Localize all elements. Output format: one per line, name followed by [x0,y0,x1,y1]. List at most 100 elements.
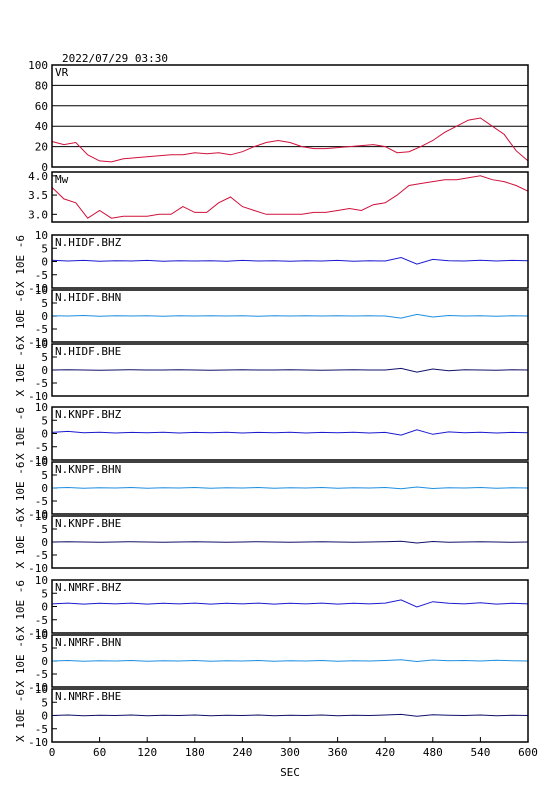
y-tick-label: 40 [35,120,48,133]
y-tick-label: 10 [35,284,48,297]
y-tick-label: 10 [35,510,48,523]
trace [51,175,529,219]
y-tick-label: -10 [28,282,48,295]
panel-label: N.HIDF.BHN [55,291,121,304]
y-axis-label: X 10E -6 [14,462,27,515]
y-tick-label: 0 [41,710,48,723]
x-tick-label: 240 [232,746,252,759]
y-axis-label: X 10E -6 [14,290,27,343]
y-tick-label: -10 [28,508,48,521]
y-tick-label: 100 [28,59,48,72]
plot-frame [51,234,529,289]
plot-frame [51,171,529,223]
y-tick-label: 10 [35,401,48,414]
x-tick-label: 60 [93,746,106,759]
y-tick-label: 3.0 [28,208,48,221]
y-tick-label: 0 [41,536,48,549]
plot-frame [51,406,529,461]
trace [51,659,529,663]
y-tick-label: 10 [35,629,48,642]
panel-label: N.HIDF.BHE [55,345,121,358]
plot-frame [51,64,529,168]
y-axis-label: X 10E -6 [14,516,27,569]
x-tick-label: 120 [137,746,157,759]
x-tick-label: 360 [328,746,348,759]
y-tick-label: 5 [41,696,48,709]
y-tick-label: -10 [28,627,48,640]
y-tick-label: 0 [41,256,48,269]
y-tick-label: -10 [28,562,48,575]
chart-title: 2022/07/29 03:30 [62,52,168,65]
plot-frame [51,515,529,569]
y-axis-label: X 10E -6 [14,580,27,633]
trace [51,713,529,717]
y-tick-label: 5 [41,587,48,600]
plot-frame [51,579,529,634]
y-tick-label: 3.5 [28,189,48,202]
y-tick-label: 10 [35,683,48,696]
panel-label: N.NMRF.BHZ [55,581,122,594]
y-tick-label: 0 [41,482,48,495]
trace [51,117,529,163]
y-tick-label: 0 [41,364,48,377]
panel-label: N.NMRF.BHE [55,690,121,703]
y-tick-label: -5 [35,549,48,562]
y-tick-label: 0 [41,310,48,323]
y-tick-label: -5 [35,377,48,390]
y-tick-label: 5 [41,642,48,655]
trace [51,256,529,265]
panel-label: N.KNPF.BHE [55,517,121,530]
plot-frame [51,343,529,397]
x-tick-label: 420 [375,746,395,759]
y-tick-label: 4.0 [28,170,48,183]
y-tick-label: -5 [35,441,48,454]
y-tick-label: 5 [41,242,48,255]
trace [51,599,529,608]
y-tick-label: -5 [35,614,48,627]
y-tick-label: 5 [41,523,48,536]
trace [51,540,529,544]
y-tick-label: -10 [28,336,48,349]
y-tick-label: 20 [35,141,48,154]
y-tick-label: -5 [35,668,48,681]
y-tick-label: 5 [41,414,48,427]
x-tick-label: 180 [185,746,205,759]
y-tick-label: 10 [35,229,48,242]
plot-frame [51,461,529,515]
y-tick-label: 0 [41,601,48,614]
panel-label: N.KNPF.BHN [55,463,121,476]
y-tick-label: 0 [41,161,48,174]
y-tick-label: 0 [41,428,48,441]
y-tick-label: 10 [35,338,48,351]
y-tick-label: -5 [35,323,48,336]
panel-label: N.HIDF.BHZ [55,236,122,249]
trace [51,486,529,490]
y-tick-label: -10 [28,681,48,694]
y-tick-label: -10 [28,390,48,403]
x-tick-label: 540 [470,746,490,759]
panel-label: N.KNPF.BHZ [55,408,122,421]
x-tick-label: 300 [280,746,300,759]
y-tick-label: 5 [41,469,48,482]
y-axis-label: X 10E -6 [14,344,27,397]
y-tick-label: 60 [35,100,48,113]
trace [51,429,529,436]
y-axis-label: X 10E -6 [14,689,27,742]
y-tick-label: -5 [35,495,48,508]
y-tick-label: 0 [41,655,48,668]
y-tick-label: -5 [35,723,48,736]
panel-label: Mw [55,173,69,186]
plot-frame [51,634,529,688]
x-tick-label: 600 [518,746,538,759]
y-tick-label: 80 [35,79,48,92]
y-tick-label: 5 [41,297,48,310]
y-tick-label: 5 [41,351,48,364]
plot-frame [51,289,529,343]
x-tick-label: 480 [423,746,443,759]
y-tick-label: -10 [28,454,48,467]
y-tick-label: 10 [35,574,48,587]
y-tick-label: -10 [28,736,48,749]
y-axis-label: X 10E -6 [14,407,27,460]
x-axis-label: SEC [280,766,300,779]
